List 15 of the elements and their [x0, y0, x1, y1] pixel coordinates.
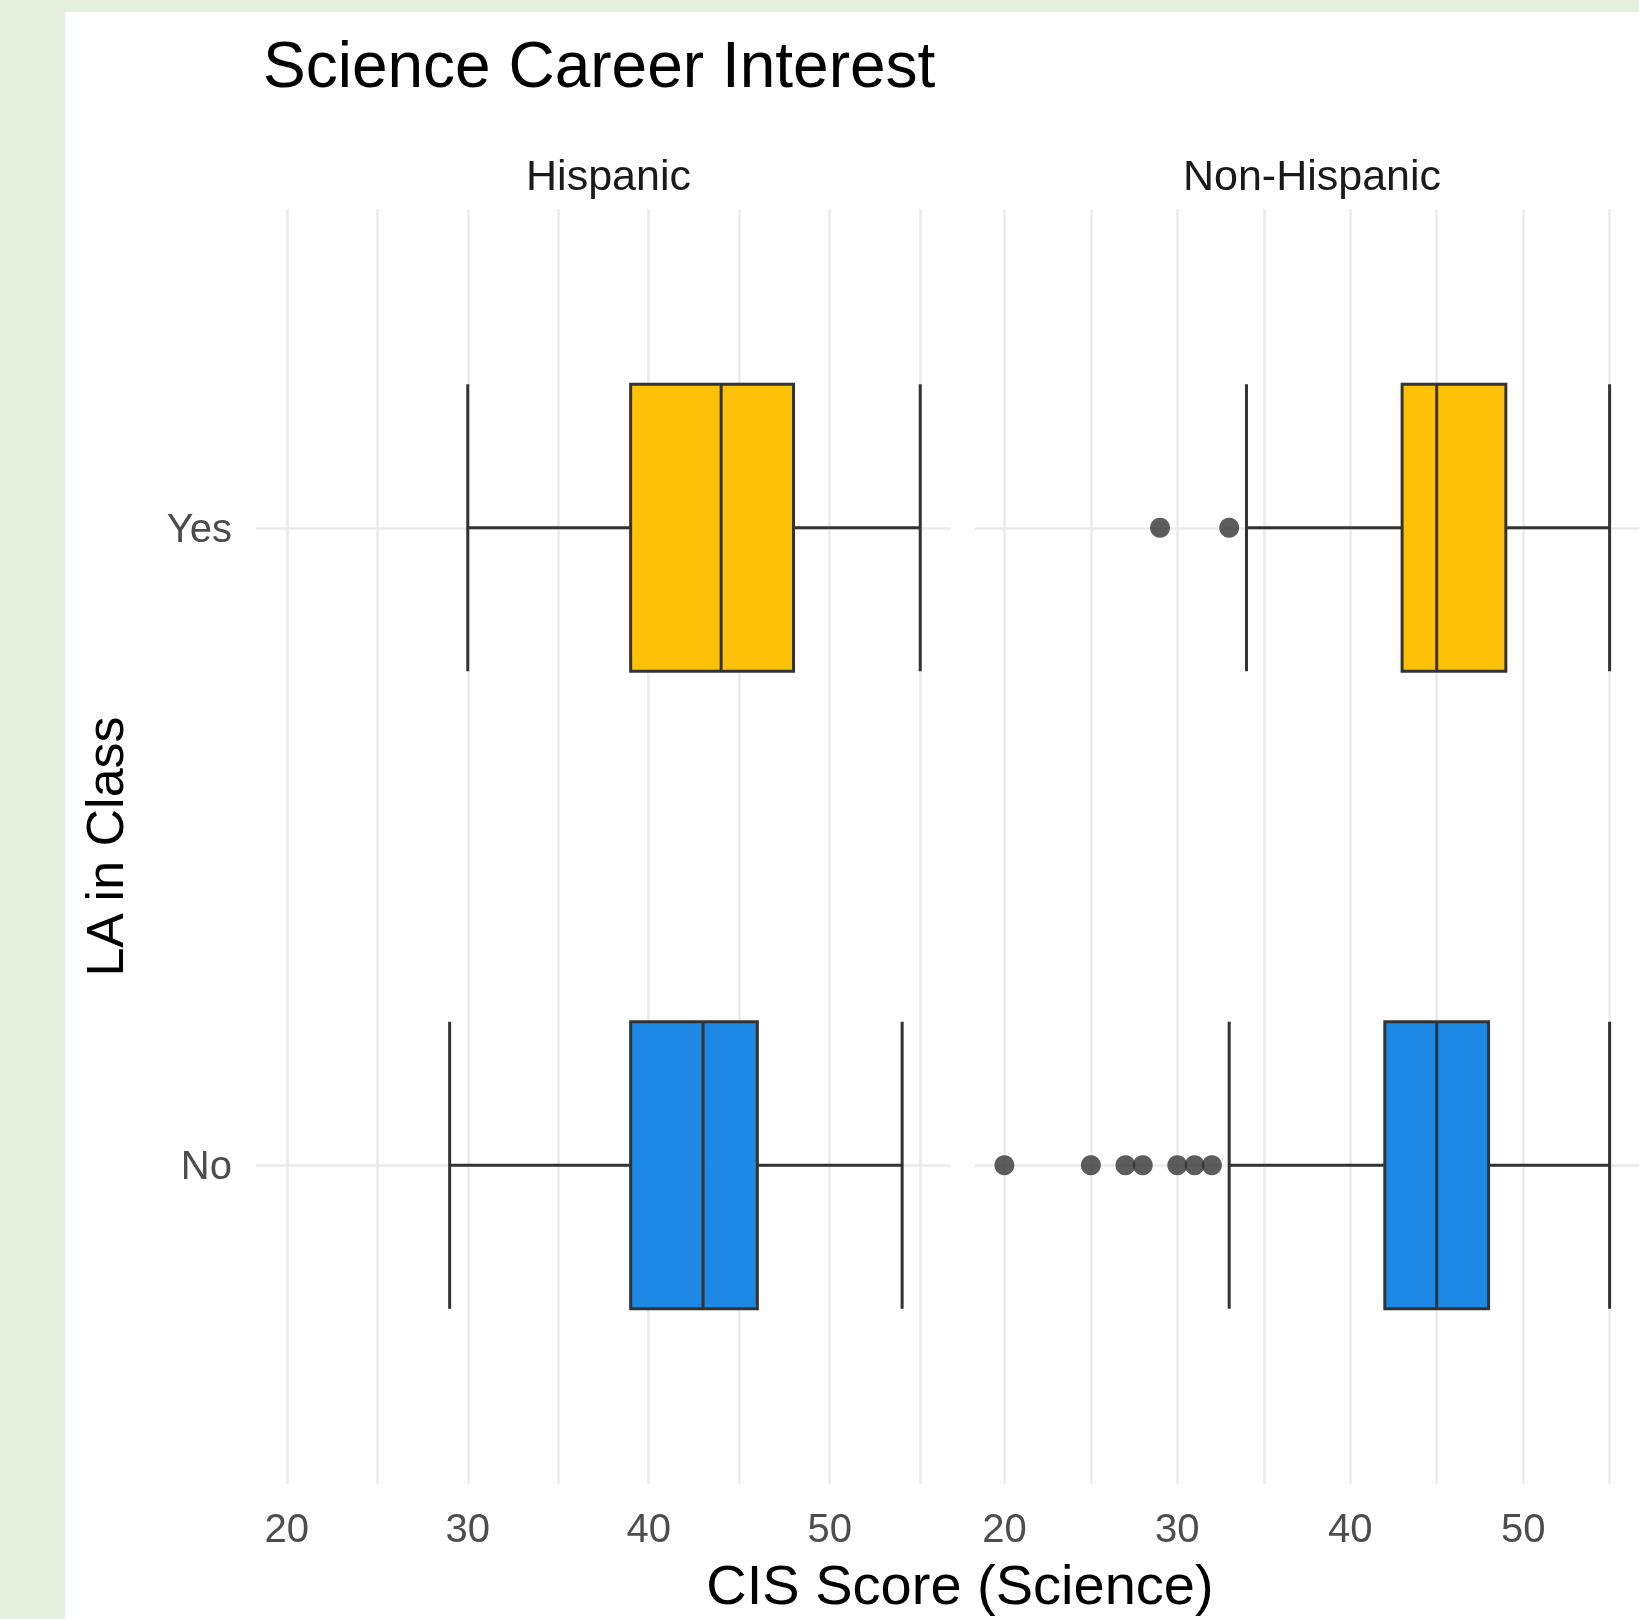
x-tick-label: 50	[807, 1506, 852, 1550]
x-tick-label: 40	[1327, 1506, 1373, 1550]
x-tick-label: 30	[445, 1506, 491, 1550]
y-axis-title: LA in Class	[76, 716, 134, 977]
x-tick-label: 20	[264, 1506, 310, 1550]
y-tick-label: No	[180, 1143, 232, 1188]
x-axis-title: CIS Score (Science)	[706, 1552, 1214, 1617]
x-tick-label: 30	[1155, 1506, 1200, 1550]
chart-title: Science Career Interest	[263, 29, 936, 101]
y-tick-label: Yes	[166, 505, 232, 550]
chart-subtitle: Hispanic	[526, 150, 691, 199]
x-tick-label: 40	[626, 1506, 671, 1550]
x-tick-label: 50	[1500, 1506, 1546, 1550]
x-tick-label: 20	[982, 1506, 1027, 1550]
chart-subtitle: Non-Hispanic	[1182, 150, 1442, 199]
